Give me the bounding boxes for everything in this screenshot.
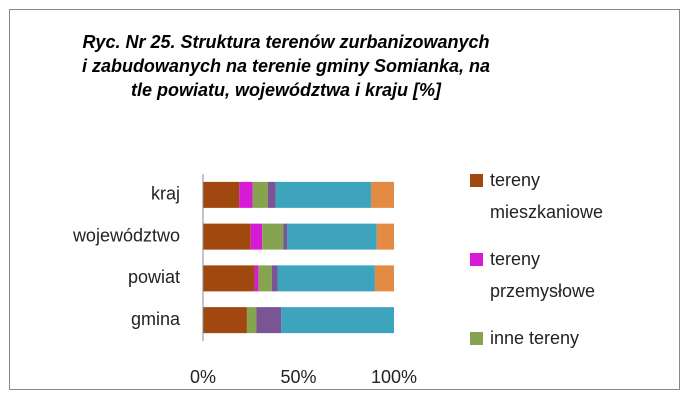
bar-segment: [275, 181, 372, 208]
y-tick-label: województwo: [72, 225, 180, 245]
bar-segment: [256, 307, 282, 334]
bar-segment: [258, 265, 272, 292]
y-tick-label: kraj: [151, 184, 180, 204]
legend-swatch: [470, 332, 483, 345]
y-tick-label: gmina: [131, 309, 181, 329]
bar-segment: [281, 307, 394, 334]
x-tick-label: 100%: [371, 367, 417, 387]
bar-segment: [203, 265, 255, 292]
chart-border: [9, 9, 680, 390]
bar-segment: [262, 223, 284, 250]
bar-segment: [277, 265, 375, 292]
bar-segment: [239, 181, 253, 208]
bar-segment: [203, 307, 247, 334]
bar-segment: [376, 223, 394, 250]
legend-label: tereny przemysłowe: [490, 249, 596, 301]
bar-segment: [203, 181, 240, 208]
bar-segment: [283, 223, 288, 250]
bar-segment: [203, 223, 251, 250]
legend-swatch: [470, 174, 483, 187]
legend-label: tereny mieszkaniowe: [490, 170, 604, 222]
bar-segment: [250, 223, 263, 250]
bar-segment: [287, 223, 377, 250]
bar-segment: [254, 265, 259, 292]
bar-segment: [252, 181, 268, 208]
legend-label: inne tereny: [490, 328, 580, 348]
y-tick-label: powiat: [128, 267, 180, 287]
bar-segment: [374, 265, 394, 292]
bar-segment: [271, 265, 278, 292]
bar-segment: [267, 181, 276, 208]
chart-title: Ryc. Nr 25. Struktura terenów zurbanizow…: [81, 32, 491, 100]
bar-segment: [246, 307, 257, 334]
legend-swatch: [470, 253, 483, 266]
x-tick-label: 0%: [190, 367, 216, 387]
bar-segment: [371, 181, 394, 208]
x-tick-label: 50%: [280, 367, 316, 387]
